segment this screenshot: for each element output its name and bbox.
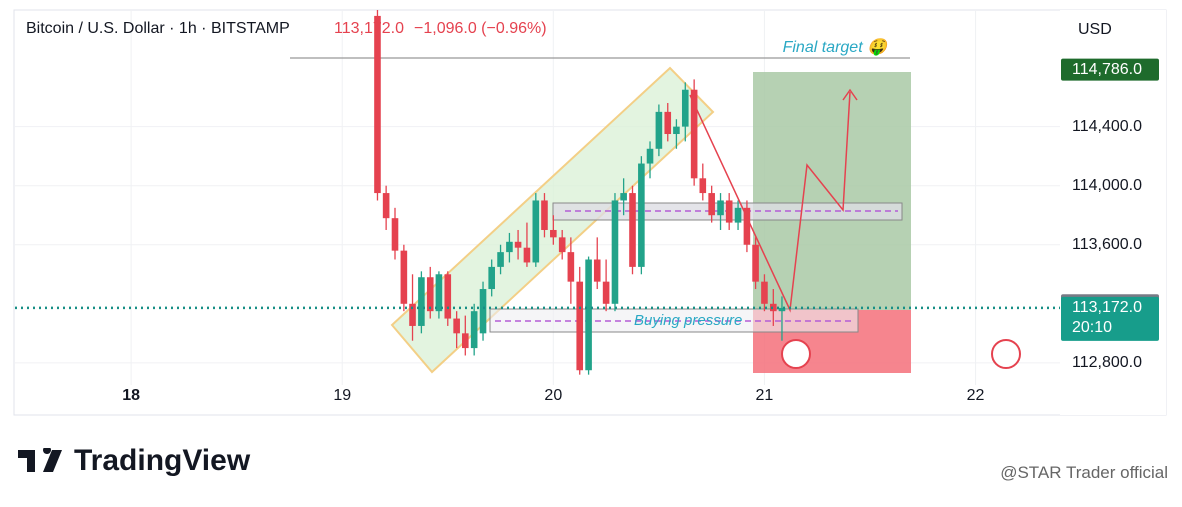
target-badge [1061, 58, 1159, 81]
price-badge-label: 113,172.0 [1072, 299, 1142, 316]
candle-body [593, 259, 601, 282]
y-tick-label: 113,600.0 [1072, 236, 1142, 253]
candle-body [708, 193, 715, 216]
candle-body [602, 281, 610, 304]
candle-body [541, 200, 548, 230]
logo-icon [18, 448, 62, 472]
symbol-title: Bitcoin / U.S. Dollar · 1h · BITSTAMP [26, 20, 290, 37]
price-badge [1061, 296, 1159, 341]
candle-body [567, 252, 575, 282]
axes: 112,800.0 113,600.0 114,000.0 114,400.0 18 19… [122, 58, 1159, 404]
candle-body [409, 303, 416, 326]
candle-body [664, 111, 672, 135]
x-tick-label: 20 [544, 387, 562, 404]
candle-body [532, 200, 540, 263]
candle-body [444, 274, 452, 319]
candle-body [620, 193, 627, 201]
event-icon[interactable] [781, 339, 811, 369]
countdown: 20:10 [1072, 319, 1112, 336]
y-tick-label: 114,000.0 [1072, 177, 1142, 194]
event-icon[interactable] [991, 339, 1021, 369]
y-tick-label: 112,800.0 [1072, 354, 1142, 371]
watermark: @STAR Trader official [1000, 463, 1168, 482]
candle-body [761, 281, 768, 304]
candles [374, 10, 786, 375]
candle-body [629, 193, 636, 267]
candle-body [523, 247, 531, 263]
x-tick-label: 21 [756, 387, 774, 404]
candle-body [770, 303, 777, 312]
candle-body [778, 307, 786, 312]
candle-body [514, 241, 522, 248]
candle-body [374, 15, 381, 194]
candle-body [725, 200, 733, 223]
candle-body [470, 311, 478, 349]
currency[interactable]: USD [1078, 21, 1112, 38]
candle-body [435, 274, 443, 312]
candle-body [585, 259, 592, 371]
arrow-head [842, 88, 858, 101]
candle-body [752, 244, 759, 282]
candle-body [690, 89, 698, 179]
header-price: 113,172.0 [334, 20, 404, 37]
annotation: Buying pressure [634, 312, 742, 329]
candle-body [699, 178, 707, 194]
candle-body [382, 193, 390, 219]
y-tick-label: 114,400.0 [1072, 118, 1142, 135]
candle-body [418, 277, 425, 326]
annotation: Final target 🤑 [783, 38, 889, 56]
brand-name: TradingView [74, 444, 251, 477]
x-tick-label: 19 [333, 387, 351, 404]
candle-body [681, 89, 689, 127]
candle-body [479, 289, 487, 334]
candle-body [743, 207, 751, 245]
x-tick-label: 22 [967, 387, 985, 404]
target-zone [753, 72, 911, 310]
candle-body [426, 277, 434, 312]
candle-body [717, 200, 724, 216]
candle-body [550, 229, 557, 238]
target-badge-label: 114,786.0 [1072, 61, 1142, 78]
candle-body [400, 250, 408, 304]
candle-body [734, 207, 742, 223]
projection [689, 91, 851, 313]
candle-body [558, 237, 566, 253]
brand-logo: TradingView [18, 444, 250, 478]
candle-body [655, 111, 663, 149]
candle-body [611, 200, 619, 304]
x-tick-label: 18 [122, 387, 140, 404]
chart: Final target 🤑 Buying pressure Bitcoin /… [13, 9, 1167, 416]
candle-body [576, 281, 584, 371]
candle-body [673, 126, 680, 135]
candle-body [488, 266, 495, 290]
candle-body [646, 148, 654, 164]
candle-body [391, 218, 399, 251]
candle-body [453, 318, 460, 334]
candle-body [497, 252, 504, 267]
candle-body [462, 333, 469, 349]
candle-body [506, 241, 513, 253]
candle-body [638, 163, 645, 267]
header-change: −1,096.0 (−0.96%) [414, 20, 547, 37]
